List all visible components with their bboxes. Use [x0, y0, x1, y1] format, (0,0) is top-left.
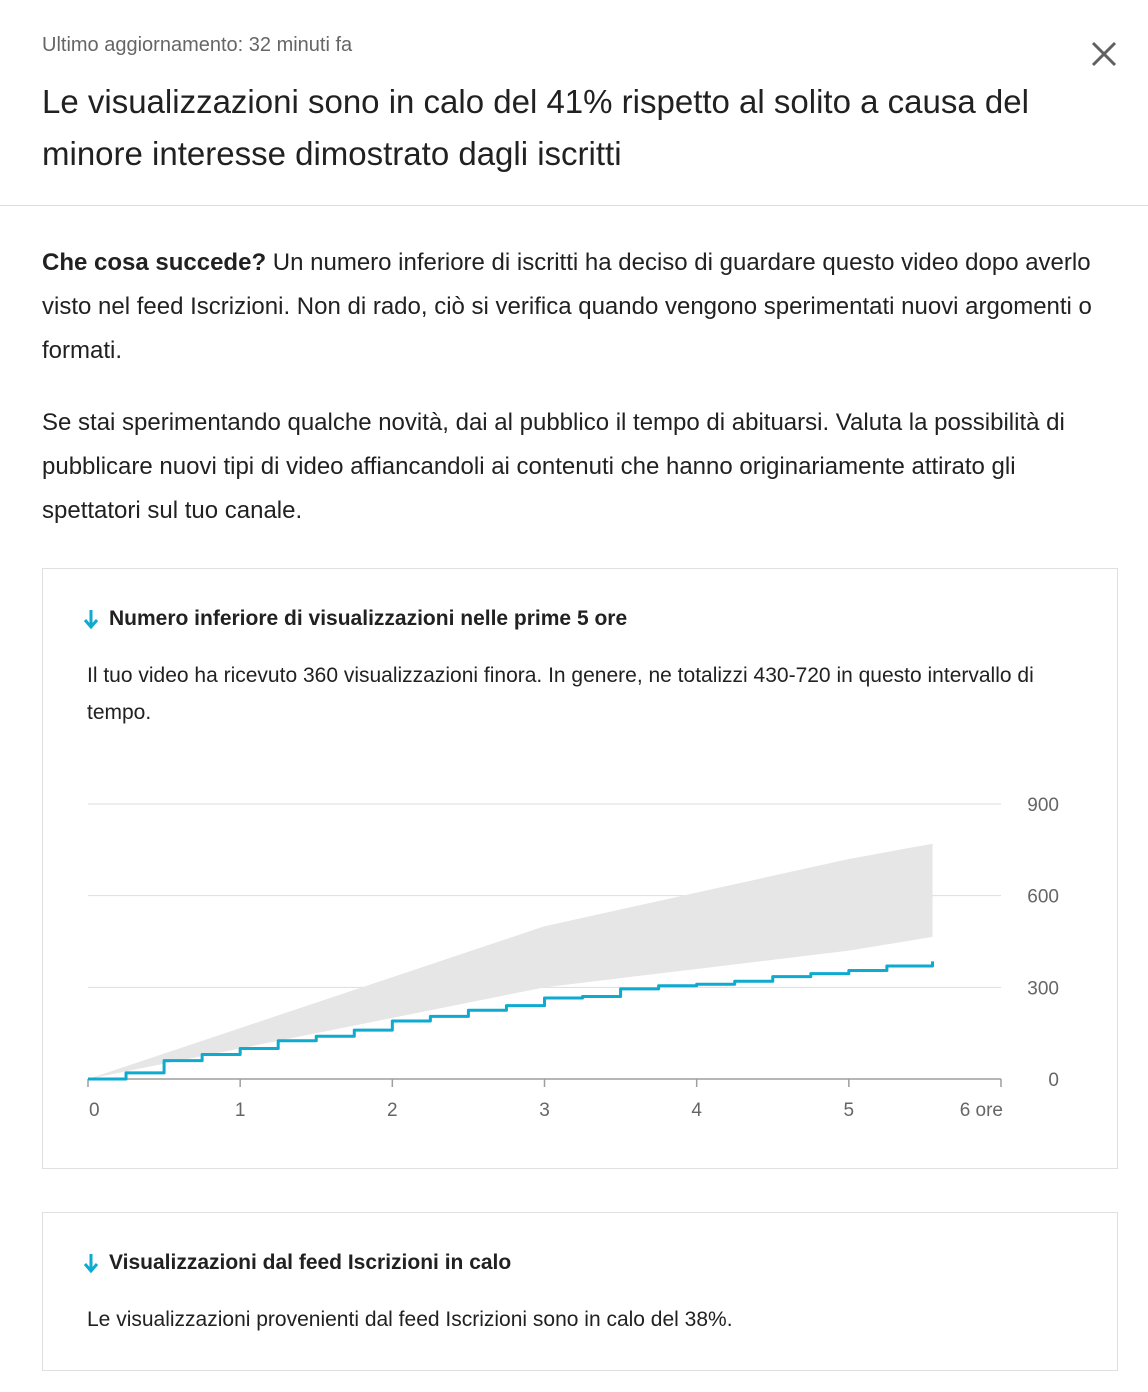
views-series-line	[88, 961, 935, 1081]
explanation-lead: Che cosa succede?	[42, 249, 267, 276]
y-tick-label: 0	[1048, 1070, 1059, 1091]
y-tick-label: 600	[1027, 887, 1059, 908]
x-tick-label: 2	[387, 1100, 398, 1121]
views-card-body: Il tuo video ha ricevuto 360 visualizzaz…	[87, 664, 1034, 724]
close-icon	[1091, 41, 1117, 67]
dialog-title: Le visualizzazioni sono in calo del 41% …	[42, 83, 1029, 172]
last-updated-text: Ultimo aggiornamento: 32 minuti fa	[42, 34, 353, 56]
subscriptions-card-title-text: Visualizzazioni dal feed Iscrizioni in c…	[109, 1251, 512, 1274]
dialog-header: Ultimo aggiornamento: 32 minuti fa Le vi…	[0, 0, 1148, 206]
typical-range-band	[88, 843, 933, 1079]
views-card: Numero inferiore di visualizzazioni nell…	[42, 568, 1118, 1169]
x-tick-label: 5	[844, 1100, 855, 1121]
advice-paragraph: Se stai sperimentando qualche novità, da…	[42, 409, 1065, 524]
y-tick-label: 300	[1027, 978, 1059, 999]
explanation-paragraph: Che cosa succede? Un numero inferiore di…	[42, 241, 1102, 373]
subscriptions-card-body: Le visualizzazioni provenienti dal feed …	[87, 1308, 733, 1331]
views-card-title: Numero inferiore di visualizzazioni nell…	[83, 607, 627, 631]
explanation-text: Un numero inferiore di iscritti ha decis…	[42, 249, 1092, 364]
subscriptions-card: Visualizzazioni dal feed Iscrizioni in c…	[42, 1212, 1118, 1371]
y-tick-label: 900	[1027, 795, 1059, 816]
views-card-title-text: Numero inferiore di visualizzazioni nell…	[109, 607, 628, 630]
x-tick-label: 6 ore	[960, 1100, 1003, 1121]
views-chart: 0 300 600 900 0 1 2 3 4 5 6 ore	[87, 795, 1059, 1121]
arrow-down-icon	[83, 610, 99, 630]
arrow-down-icon	[83, 1254, 99, 1274]
x-tick-label: 3	[539, 1100, 550, 1121]
x-tick-label: 4	[691, 1100, 702, 1121]
x-tick-label: 0	[89, 1100, 100, 1121]
close-button[interactable]	[1084, 34, 1124, 74]
x-tick-label: 1	[235, 1100, 246, 1121]
subscriptions-card-title: Visualizzazioni dal feed Iscrizioni in c…	[83, 1251, 511, 1275]
